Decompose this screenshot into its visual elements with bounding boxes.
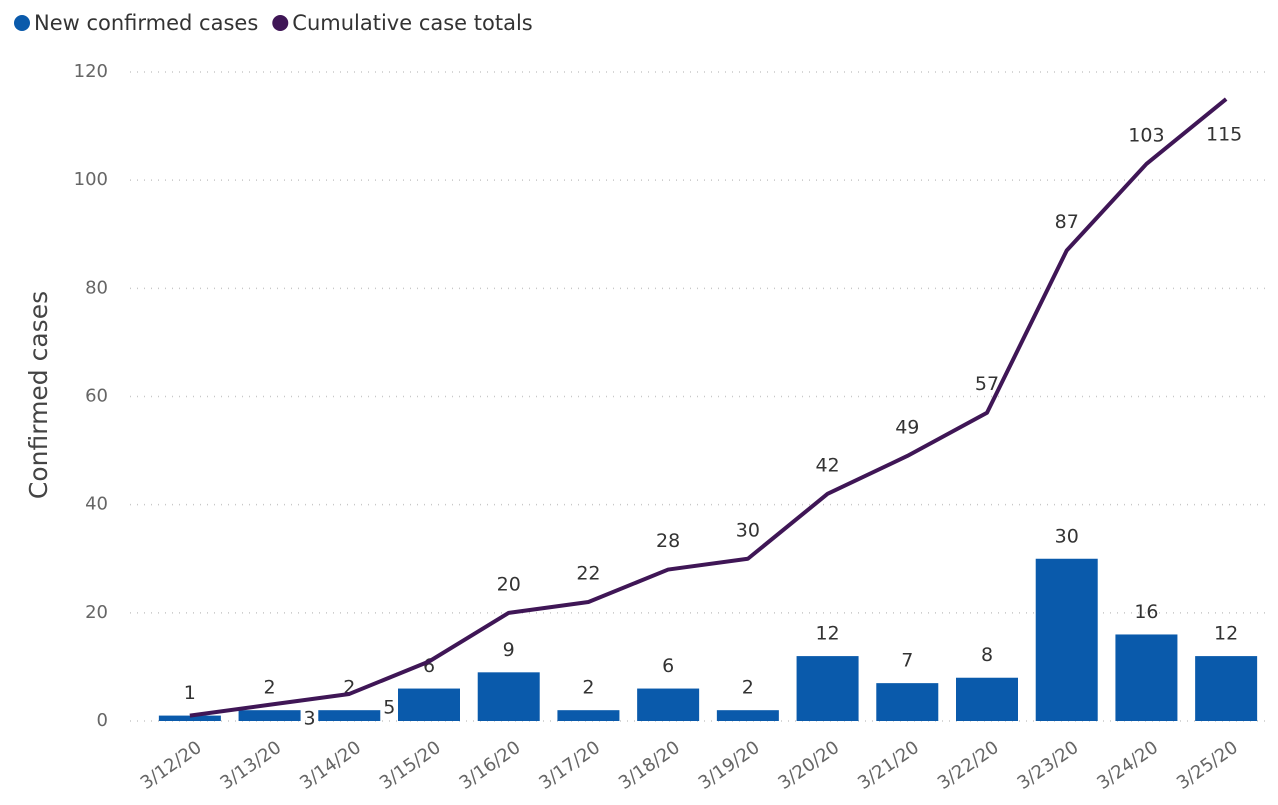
legend-label: New confirmed cases: [34, 11, 258, 35]
data-label: 87: [1055, 211, 1079, 233]
data-label: 28: [656, 530, 680, 552]
data-label: 2: [742, 677, 754, 699]
x-tick-label: 3/23/20: [1014, 737, 1083, 794]
bar: [956, 677, 1018, 721]
data-label: 42: [815, 454, 839, 476]
data-label: 115: [1206, 124, 1242, 146]
bar: [158, 715, 221, 721]
y-tick-label: 0: [97, 710, 108, 731]
x-tick-label: 3/21/20: [854, 737, 923, 794]
x-tick-label: 3/14/20: [296, 737, 365, 794]
bar: [238, 710, 301, 721]
x-tick-label: 3/18/20: [615, 737, 684, 794]
data-label: 30: [1055, 525, 1079, 547]
line: [189, 97, 1228, 718]
data-label: 103: [1128, 124, 1164, 146]
y-tick-label: 60: [85, 386, 108, 407]
x-tick-label: 3/15/20: [376, 737, 445, 794]
bar: [477, 672, 540, 721]
bar: [1195, 656, 1258, 721]
y-tick-label: 40: [85, 494, 108, 515]
x-tick-label: 3/13/20: [216, 737, 285, 794]
data-label: 2: [582, 677, 594, 699]
y-axis-title: Confirmed cases: [24, 291, 53, 499]
x-tick-label: 3/22/20: [934, 737, 1003, 794]
x-tick-label: 3/16/20: [456, 737, 525, 794]
bar: [1115, 634, 1178, 721]
data-label: 49: [895, 416, 919, 438]
bar: [796, 656, 859, 721]
legend-marker: [272, 15, 289, 31]
data-label: 57: [975, 373, 999, 395]
data-label: 6: [662, 655, 674, 677]
data-label: 2: [264, 677, 276, 699]
y-tick-label: 100: [74, 169, 108, 190]
y-tick-label: 120: [74, 61, 108, 82]
bar: [637, 688, 700, 721]
x-tick-label: 3/17/20: [535, 737, 604, 794]
data-label: 22: [576, 563, 600, 585]
data-label: 3: [304, 707, 316, 729]
x-tick-label: 3/24/20: [1093, 737, 1162, 794]
data-label: 30: [736, 519, 760, 541]
data-label: 20: [497, 573, 521, 595]
data-label: 9: [503, 639, 515, 661]
legend-label: Cumulative case totals: [292, 11, 532, 35]
data-label: 5: [383, 696, 395, 718]
data-label: 8: [981, 644, 993, 666]
y-tick-label: 80: [85, 277, 108, 298]
data-label: 1: [184, 682, 196, 704]
x-tick-label: 3/12/20: [137, 737, 206, 794]
bar: [557, 710, 620, 721]
data-label: 16: [1134, 601, 1158, 623]
bar: [398, 688, 460, 721]
data-label: 12: [1214, 623, 1238, 645]
data-label: 7: [901, 650, 913, 672]
bar: [876, 683, 939, 721]
bar: [716, 710, 779, 721]
x-tick-label: 3/20/20: [774, 737, 843, 794]
data-label: 12: [815, 623, 839, 645]
x-tick-label: 3/25/20: [1173, 737, 1242, 794]
bar: [318, 710, 381, 721]
x-tick-label: 3/19/20: [695, 737, 764, 794]
bar: [1035, 558, 1098, 721]
legend-marker: [14, 15, 30, 31]
y-tick-label: 20: [85, 602, 108, 623]
